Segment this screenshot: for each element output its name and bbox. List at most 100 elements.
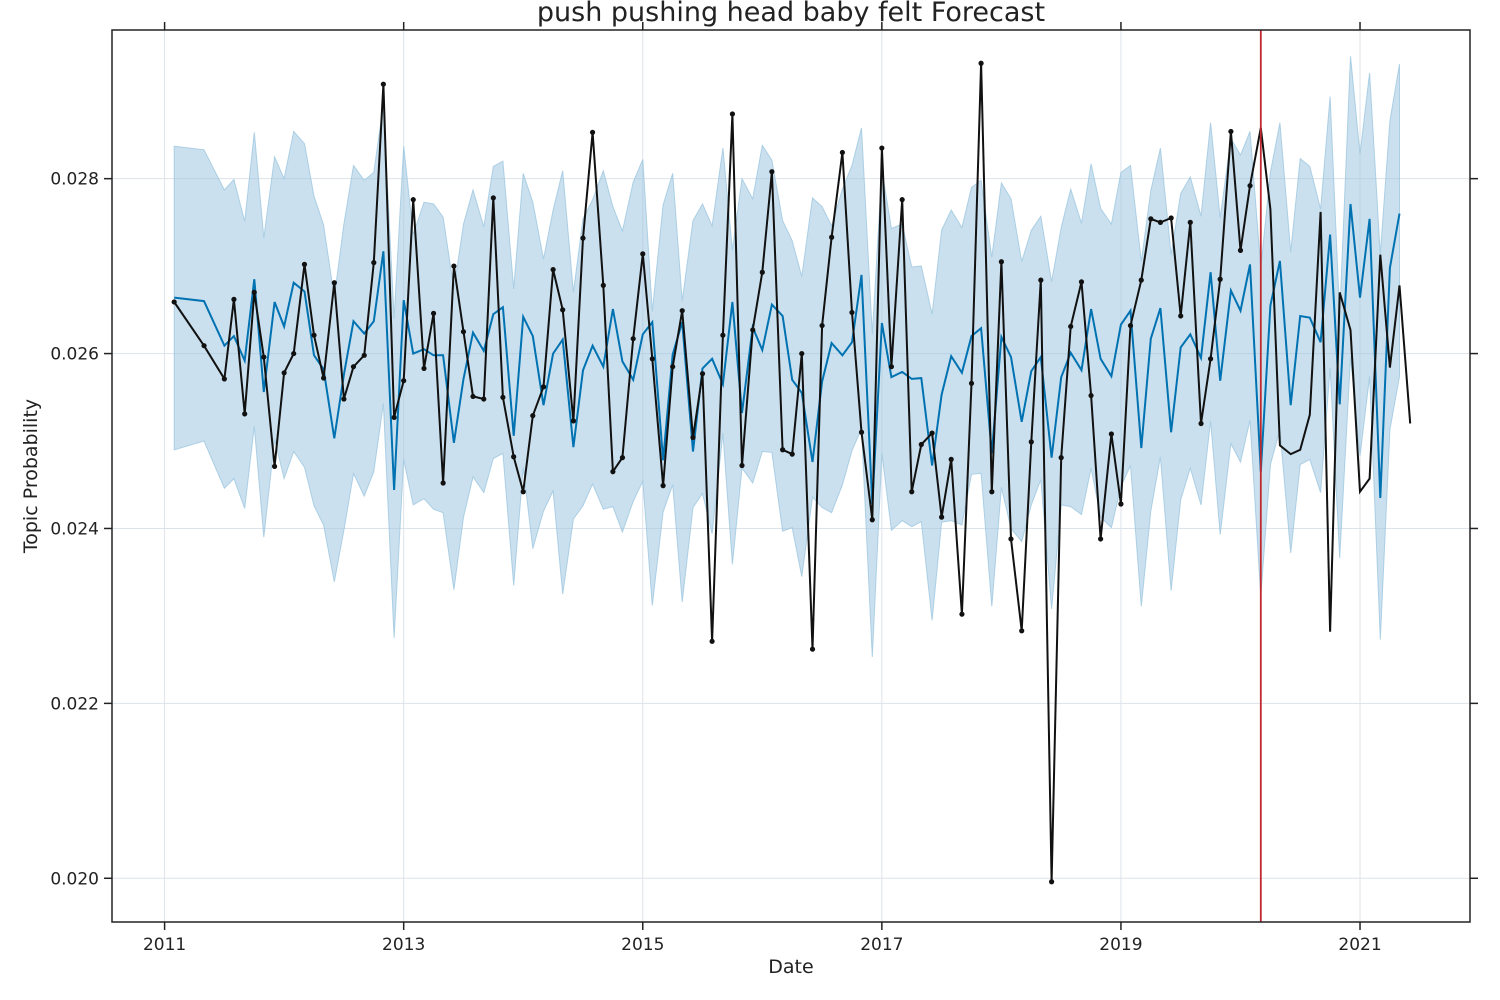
observed-point [430,310,437,316]
forecast-line [174,203,1401,505]
observed-point [989,489,995,495]
observed-point [1019,628,1025,634]
observed-point [1058,455,1064,461]
observed-point [440,480,446,486]
observed-point [789,451,795,457]
observed-point [809,646,816,652]
observed-point [380,81,386,87]
observed-point [540,384,547,390]
observed-point [959,611,965,617]
y-tick-label: 0.028 [50,170,99,190]
x-tick-label: 2013 [382,935,425,955]
observed-point [819,322,825,329]
observed-point [1138,277,1144,283]
observed-point [909,489,915,495]
uncertainty-band [173,56,1400,658]
observed-point [1098,536,1104,542]
observed-point [600,282,606,288]
observed-point [1108,431,1114,437]
y-tick-label: 0.020 [50,869,99,889]
observed-point [750,327,756,333]
observed-point [729,111,736,117]
x-tick-label: 2015 [621,935,664,955]
observed-point [221,376,227,382]
observed-point [739,462,745,469]
observed-point [560,307,566,313]
x-axis-label: Date [768,956,813,978]
observed-point [1187,219,1193,225]
observed-point [799,350,805,357]
observed-point [640,251,646,257]
observed-point [1178,313,1184,319]
observed-point [709,638,715,644]
observed-point [1127,322,1134,329]
observed-point [291,350,297,357]
observed-point [320,375,327,381]
observed-point [759,269,765,275]
observed-point [1237,247,1244,253]
observed-point [948,456,954,462]
observed-point [481,396,487,402]
observed-point [570,418,577,424]
x-tick-label: 2019 [1099,935,1142,955]
observed-point [301,261,308,267]
observed-point [1088,392,1094,399]
observed-point [401,378,407,384]
observed-point [1008,536,1014,542]
observed-point [978,60,984,66]
x-tick-label: 2021 [1338,935,1381,955]
y-tick-label: 0.024 [50,519,99,539]
observed-point [619,455,626,461]
x-tick-label: 2017 [860,935,903,955]
observed-point [769,169,775,175]
observed-point [311,332,317,338]
observed-point [331,280,337,286]
observed-point [1068,323,1074,330]
observed-point [231,296,237,302]
observed-point [470,393,476,400]
observed-point [361,352,367,358]
observed-point [780,447,786,453]
observed-point [589,129,596,135]
uncertainty-area [173,56,1400,658]
observed-point [1078,279,1085,285]
observed-point [1228,128,1234,135]
observed-point [649,356,655,362]
observed-point [1049,879,1055,885]
y-tick-label: 0.026 [50,345,99,365]
observed-point [550,267,556,273]
observed-point [371,260,377,266]
observed-point [271,463,278,469]
observed-point [1038,277,1044,283]
observed-point [460,329,467,335]
observed-point [1168,215,1174,221]
observed-point [1118,501,1124,507]
observed-point [899,197,905,203]
observed-point [1207,356,1214,362]
observed-point [1217,276,1223,282]
observed-point [1028,439,1034,445]
observed-point [610,469,616,475]
observed-series [171,60,1412,885]
observed-point [251,289,257,295]
observed-point [998,259,1004,265]
observed-point [670,364,676,370]
observed-point [720,332,726,338]
observed-point [201,343,207,349]
observed-point [929,430,935,436]
observed-point [421,365,427,372]
observed-point [281,370,287,376]
observed-point [171,299,177,305]
plot-frame [111,29,1471,923]
observed-point [939,514,945,520]
observed-point [1198,420,1204,427]
observed-point [1157,219,1163,225]
observed-point [410,197,416,203]
observed-point [490,195,496,201]
observed-point [888,364,895,370]
observed-point [520,489,526,495]
observed-point [261,354,267,360]
observed-point [690,434,696,441]
